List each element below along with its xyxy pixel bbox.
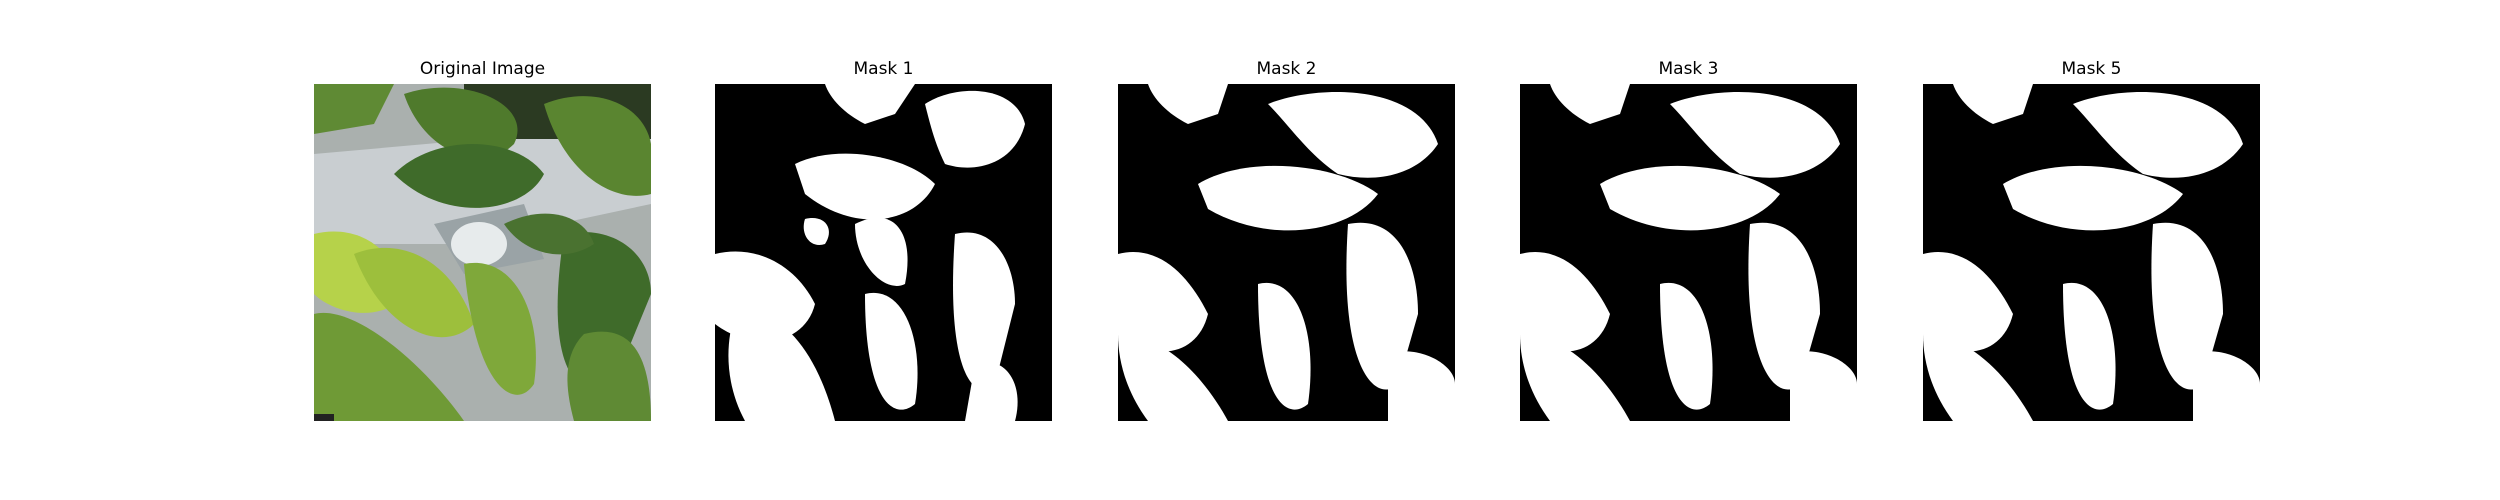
mask-image (1923, 84, 2260, 421)
panel-title: Mask 2 (1256, 59, 1317, 79)
panel-mask-3: Mask 3 (1520, 58, 1857, 421)
panel-mask-2: Mask 2 (1118, 58, 1455, 421)
original-image (314, 84, 651, 421)
mask-3-figure (1520, 84, 1857, 421)
mask-5-figure (1923, 84, 2260, 421)
mask-image (1520, 84, 1857, 421)
mask-2-figure (1118, 84, 1455, 421)
panel-title: Mask 1 (853, 59, 914, 79)
panel-original-image: Original Image (314, 58, 651, 421)
panel-mask-1: Mask 1 (715, 58, 1052, 421)
mask-image (1118, 84, 1455, 421)
mask-1-figure (715, 84, 1052, 421)
plant-photo (314, 84, 651, 421)
panel-title: Mask 3 (1658, 59, 1719, 79)
panel-title: Original Image (419, 59, 546, 79)
panel-mask-5: Mask 5 (1923, 58, 2260, 421)
mask-image (715, 84, 1052, 421)
panel-title: Mask 5 (2061, 59, 2122, 79)
